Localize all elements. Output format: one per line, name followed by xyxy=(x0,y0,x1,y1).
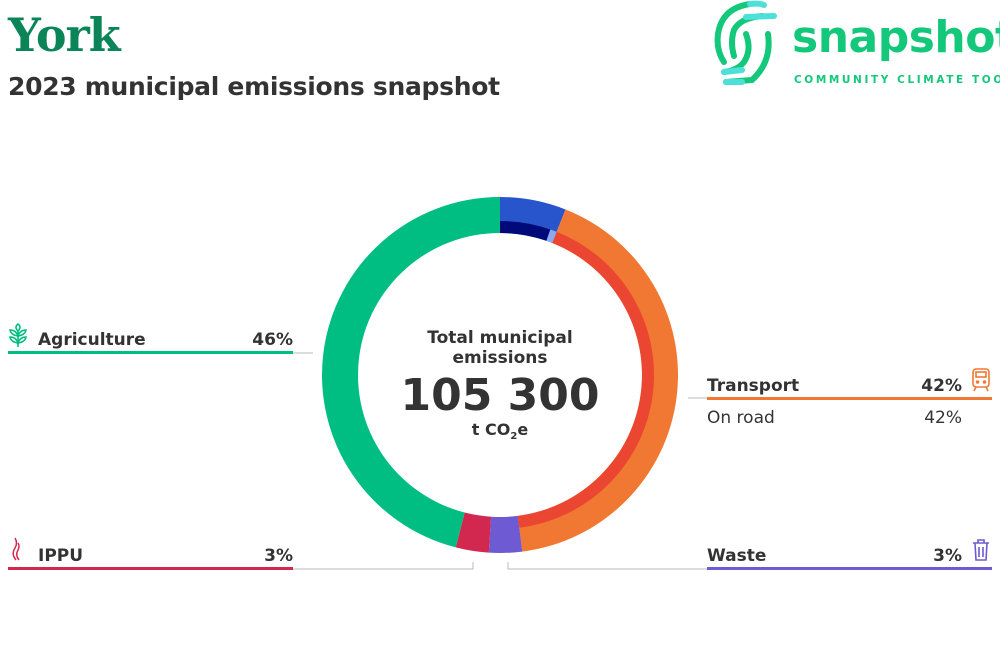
total-value: 105 300 xyxy=(400,370,600,421)
waste-bar xyxy=(707,567,992,570)
ippu-pct: 3% xyxy=(264,546,293,566)
unit-subscript: 2 xyxy=(510,431,518,443)
donut-segment-waste xyxy=(488,515,523,553)
unit-prefix: t CO xyxy=(471,420,511,439)
on-road-pct: 42% xyxy=(924,408,962,428)
donut-subsegment-stationary-sub-1-unlabeled- xyxy=(500,221,551,241)
leader-line-waste xyxy=(507,562,707,570)
ippu-bar xyxy=(8,567,293,570)
snapshot-logo: snapshot COMMUNITY CLIMATE TOOL xyxy=(712,0,1000,95)
logo-tagline: COMMUNITY CLIMATE TOOL xyxy=(794,74,1000,86)
leader-line-ippu xyxy=(293,562,474,570)
fingerprint-logo-icon xyxy=(714,0,777,85)
total-unit: t CO2e xyxy=(380,420,620,442)
donut-subsegment-stationary-sub-2-unlabeled- xyxy=(546,229,557,243)
transport-pct: 42% xyxy=(921,376,962,396)
wheat-icon xyxy=(9,322,27,347)
agriculture-label: Agriculture xyxy=(38,330,146,350)
page-title: York xyxy=(8,8,121,62)
unit-suffix: e xyxy=(517,420,529,439)
total-label: Total municipal emissions xyxy=(427,328,573,368)
trash-icon xyxy=(973,539,989,561)
agriculture-pct: 46% xyxy=(252,330,293,350)
donut-segment-agriculture xyxy=(322,197,500,548)
donut-segment-transport xyxy=(517,209,679,552)
smoke-icon xyxy=(12,537,20,561)
transport-bar xyxy=(707,397,992,400)
ippu-label: IPPU xyxy=(38,546,84,566)
waste-label: Waste xyxy=(707,546,767,566)
transport-label: Transport xyxy=(707,376,800,396)
train-icon xyxy=(972,368,990,392)
logo-wordmark: snapshot xyxy=(792,12,1000,63)
page-subtitle: 2023 municipal emissions snapshot xyxy=(8,72,500,101)
total-emissions: Total municipal emissions 105 300 t CO2e xyxy=(380,328,620,442)
on-road-label: On road xyxy=(707,408,775,428)
donut-segment-ippu xyxy=(455,512,492,553)
donut-subsegment-on-road xyxy=(517,231,654,528)
agriculture-bar xyxy=(8,351,293,354)
waste-pct: 3% xyxy=(933,546,962,566)
